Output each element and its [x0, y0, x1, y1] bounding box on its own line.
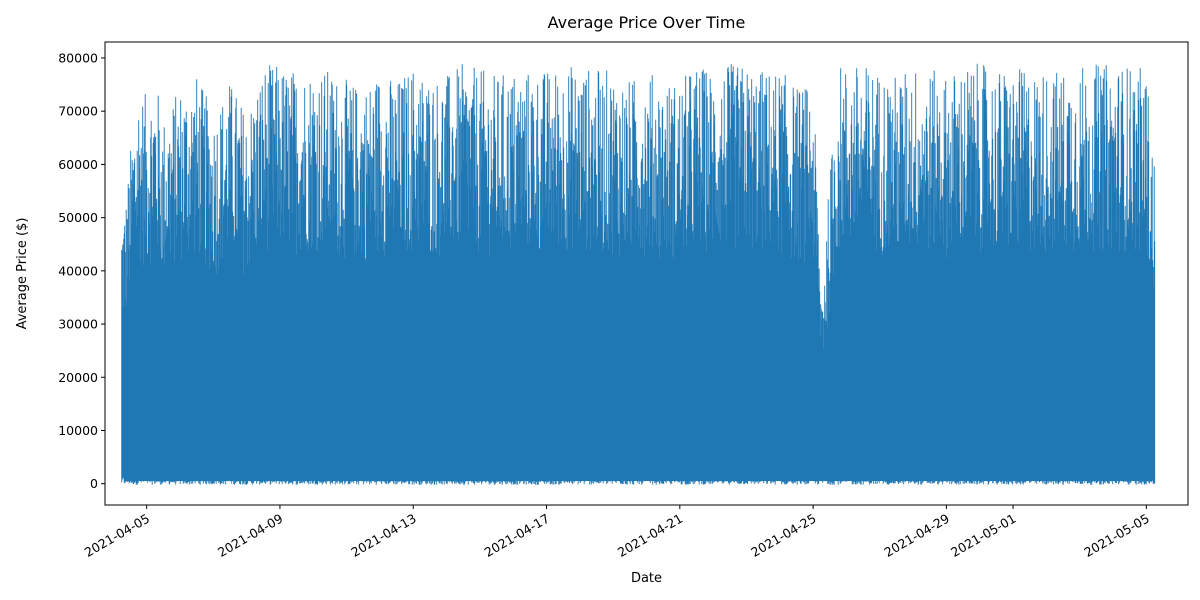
x-tick-label: 2021-04-25: [748, 511, 818, 560]
x-tick-label: 2021-04-05: [82, 511, 152, 560]
y-tick-label: 80000: [58, 50, 98, 65]
x-tick-label: 2021-04-29: [881, 511, 951, 560]
x-tick-label: 2021-04-21: [615, 511, 685, 560]
y-tick-label: 0: [90, 476, 98, 491]
y-tick-label: 60000: [58, 157, 98, 172]
series-dense-fill: [124, 462, 1152, 482]
y-axis: 0 10000 20000 30000 40000 50000 60000 70000 8000…: [58, 50, 105, 491]
x-tick-label: 2021-05-05: [1081, 511, 1151, 560]
x-axis: 2021-04-05 2021-04-09 2021-04-13 2021-04-17…: [82, 505, 1152, 560]
x-tick-label: 2021-04-09: [215, 511, 285, 560]
x-tick-label: 2021-04-17: [482, 511, 552, 560]
x-tick-label: 2021-04-13: [348, 511, 418, 560]
y-tick-label: 50000: [58, 210, 98, 225]
x-axis-label: Date: [631, 571, 662, 586]
axes-frame: [104, 41, 1189, 506]
y-tick-label: 30000: [58, 317, 98, 332]
price-series-path: [121, 63, 1156, 485]
x-tick-label: 2021-05-01: [948, 511, 1018, 560]
y-tick-label: 40000: [58, 263, 98, 278]
y-tick-label: 70000: [58, 104, 98, 119]
y-tick-label: 10000: [58, 423, 98, 438]
y-axis-label: Average Price ($): [15, 218, 30, 330]
price-series-line: [121, 63, 1156, 485]
y-tick-label: 20000: [58, 370, 98, 385]
chart-title: Average Price Over Time: [548, 13, 746, 32]
